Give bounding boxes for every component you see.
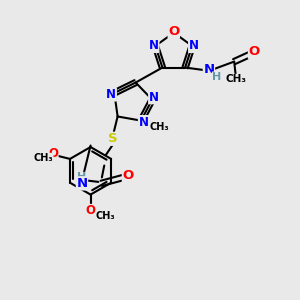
Text: H: H (212, 72, 222, 82)
Text: N: N (149, 91, 159, 104)
Text: N: N (189, 39, 199, 52)
Text: CH₃: CH₃ (149, 122, 169, 132)
Text: S: S (108, 132, 118, 145)
Text: H: H (77, 172, 87, 182)
Text: CH₃: CH₃ (226, 74, 247, 84)
Text: O: O (248, 45, 260, 58)
Text: N: N (106, 88, 116, 101)
Text: O: O (48, 147, 58, 160)
Text: N: N (203, 62, 214, 76)
Text: N: N (149, 39, 159, 52)
Text: O: O (85, 204, 96, 218)
Text: CH₃: CH₃ (96, 211, 115, 221)
Text: N: N (76, 177, 88, 190)
Text: O: O (168, 25, 179, 38)
Text: O: O (122, 169, 134, 182)
Text: N: N (138, 116, 148, 129)
Text: CH₃: CH₃ (33, 153, 53, 163)
